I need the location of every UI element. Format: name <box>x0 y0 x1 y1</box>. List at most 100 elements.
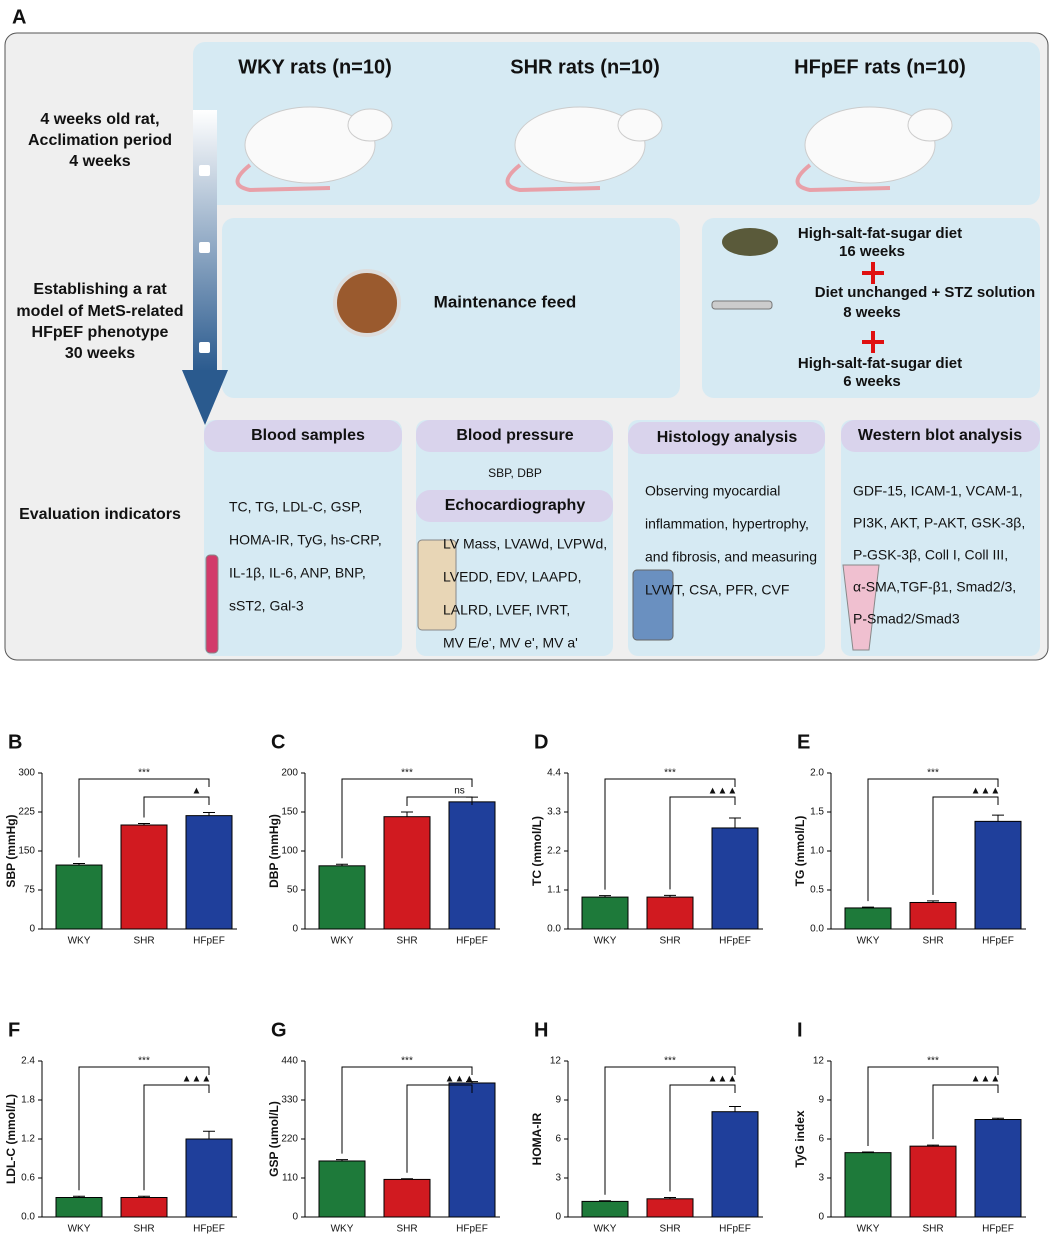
y-axis-label: TG (mmol/L) <box>793 816 807 887</box>
y-tick-label: 100 <box>281 846 298 857</box>
significance-label: *** <box>664 768 676 779</box>
indicator-title: Histology analysis <box>657 429 798 446</box>
indicator-text: LVEDD, EDV, LAAPD, <box>443 569 582 585</box>
indicator-text: inflammation, hypertrophy, <box>645 516 809 532</box>
y-axis-label: LDL-C (mmol/L) <box>4 1094 18 1184</box>
stage-text: 30 weeks <box>65 345 135 362</box>
error-bar <box>401 1178 413 1180</box>
y-tick-label: 6 <box>555 1134 561 1145</box>
stage-text: Acclimation period <box>28 132 172 149</box>
error-bar <box>927 1144 939 1147</box>
protocol-text: Diet unchanged + STZ solution <box>815 284 1035 301</box>
x-tick-label: WKY <box>68 936 91 947</box>
x-tick-label: SHR <box>922 936 943 947</box>
bar <box>711 827 759 930</box>
error-bar <box>992 1117 1004 1120</box>
error-bar <box>138 1195 150 1198</box>
significance-label: *** <box>664 1056 676 1067</box>
indicator-pill <box>416 420 613 452</box>
significance-bracket <box>143 1084 210 1191</box>
y-tick-label: 2.0 <box>810 768 824 779</box>
error-bar <box>664 1197 676 1199</box>
significance-bracket <box>78 778 210 858</box>
significance-label: *** <box>401 1056 413 1067</box>
error-bar <box>466 1081 478 1083</box>
x-tick-label: SHR <box>659 936 680 947</box>
y-tick-label: 6 <box>818 1134 824 1145</box>
y-tick-label: 9 <box>555 1095 561 1106</box>
y-tick-label: 225 <box>18 807 35 818</box>
y-tick-label: 2.2 <box>547 846 561 857</box>
x-tick-label: WKY <box>68 1224 91 1235</box>
bar <box>909 1145 957 1218</box>
x-tick-label: WKY <box>594 1224 617 1235</box>
error-bar <box>336 863 348 866</box>
significance-bracket <box>406 1084 473 1173</box>
x-tick-label: WKY <box>331 936 354 947</box>
indicator-title: Blood samples <box>251 427 365 444</box>
error-bar <box>664 894 676 898</box>
y-tick-label: 0 <box>29 924 35 935</box>
y-tick-label: 110 <box>282 1173 298 1184</box>
y-axis-label: DBP (mmHg) <box>267 814 281 888</box>
y-tick-label: 0 <box>292 1212 298 1223</box>
indicator-pill <box>628 422 825 454</box>
y-tick-label: 12 <box>550 1056 562 1067</box>
significance-bracket <box>78 1066 210 1191</box>
bar <box>318 865 366 930</box>
y-axis-label: TyG index <box>793 1110 807 1167</box>
error-bar <box>927 900 939 903</box>
significance-bracket <box>406 796 473 806</box>
significance-bracket <box>604 1066 736 1195</box>
x-tick-label: WKY <box>857 936 880 947</box>
panel-label: G <box>271 1019 287 1041</box>
group-title: SHR rats (n=10) <box>510 56 660 78</box>
y-tick-label: 220 <box>281 1134 298 1145</box>
y-tick-label: 1.0 <box>810 846 824 857</box>
bar <box>55 864 103 930</box>
error-bar <box>862 1151 874 1153</box>
indicator-box <box>628 420 825 656</box>
significance-label: ns <box>454 786 465 797</box>
indicator-title: Echocardiography <box>445 497 586 514</box>
bar <box>120 824 168 930</box>
tube-icon <box>205 554 219 654</box>
indicator-text: Observing myocardial <box>645 483 780 499</box>
bar <box>844 1152 892 1218</box>
y-tick-label: 75 <box>24 885 36 896</box>
error-bar <box>73 862 85 866</box>
group-title: WKY rats (n=10) <box>238 56 392 78</box>
error-bar <box>599 1200 611 1202</box>
y-tick-label: 440 <box>281 1056 298 1067</box>
x-tick-label: SHR <box>133 936 154 947</box>
indicator-box <box>204 420 402 656</box>
protocol-text: High-salt-fat-sugar diet <box>798 225 962 242</box>
error-bar <box>729 1106 741 1112</box>
significance-bracket <box>932 796 999 895</box>
timeline-dot <box>199 165 210 176</box>
y-tick-label: 1.8 <box>21 1095 35 1106</box>
bar <box>185 1138 233 1218</box>
indicator-text: PI3K, AKT, P-AKT, GSK-3β, <box>853 515 1025 531</box>
panel-label: B <box>8 731 22 753</box>
indicator-text: IL-1β, IL-6, ANP, BNP, <box>229 565 366 581</box>
y-tick-label: 4.4 <box>547 768 561 779</box>
protocol-text: 16 weeks <box>839 243 905 260</box>
error-bar <box>401 811 413 817</box>
indicator-pill <box>416 490 613 522</box>
significance-label: *** <box>138 768 150 779</box>
indicator-box <box>841 420 1040 656</box>
y-tick-label: 0.5 <box>810 885 824 896</box>
indicator-text: HOMA-IR, TyG, hs-CRP, <box>229 532 382 548</box>
y-tick-label: 150 <box>18 846 35 857</box>
diet-dish <box>722 228 778 256</box>
indicator-pill <box>841 420 1040 452</box>
y-tick-label: 2.4 <box>21 1056 35 1067</box>
y-tick-label: 0.0 <box>547 924 561 935</box>
indicator-text: GDF-15, ICAM-1, VCAM-1, <box>853 483 1023 499</box>
panel-label: H <box>534 1019 548 1041</box>
x-tick-label: SHR <box>659 1224 680 1235</box>
bar <box>646 1198 694 1218</box>
arrow-head <box>182 370 228 425</box>
